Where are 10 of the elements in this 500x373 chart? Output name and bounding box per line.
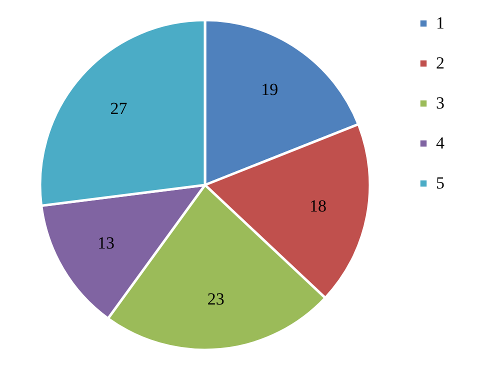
data-label: 18 (309, 196, 326, 216)
data-label: 13 (98, 234, 115, 253)
data-label: 27 (110, 98, 128, 118)
data-label: 19 (261, 80, 278, 99)
legend-label: 3 (436, 94, 444, 112)
legend-label: 1 (436, 14, 444, 32)
data-label: 23 (207, 289, 224, 308)
legend-label: 4 (436, 134, 445, 152)
legend-label: 5 (436, 174, 444, 192)
legend-label: 2 (436, 54, 444, 72)
